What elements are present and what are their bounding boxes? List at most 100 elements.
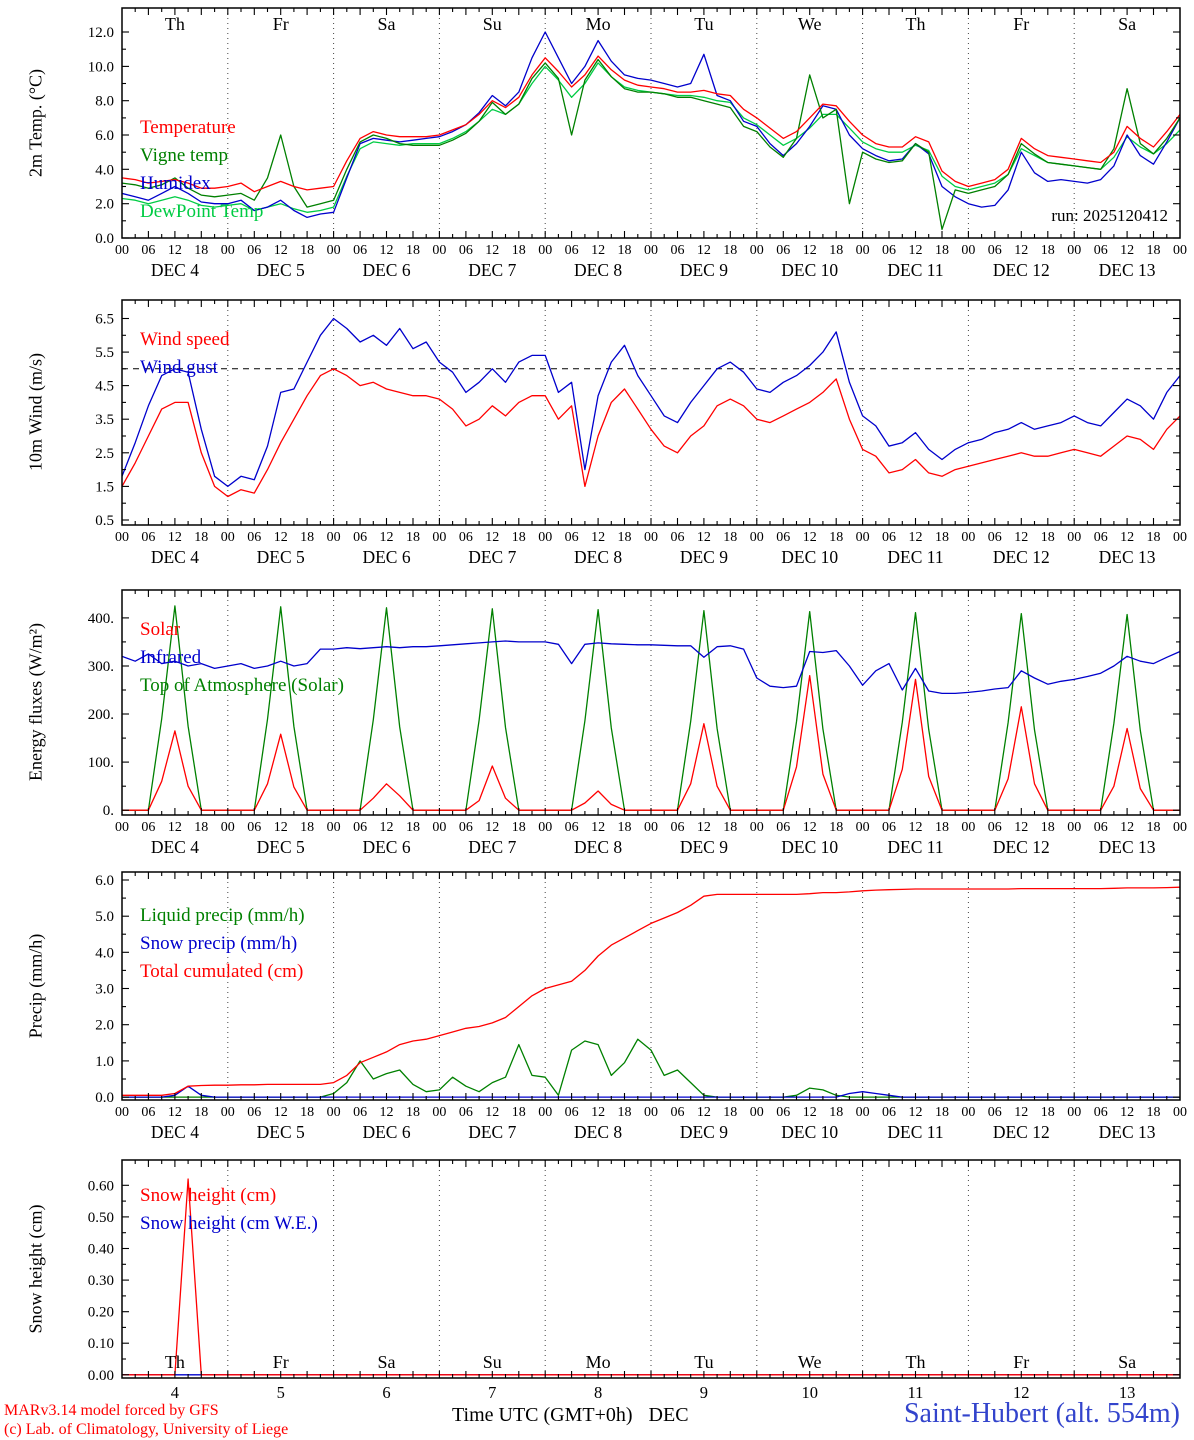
y-axis-title-precip: Precip (mm/h)	[25, 933, 46, 1039]
svg-text:00: 00	[432, 820, 446, 835]
legend-item-vigne-temp: Vigne temp	[140, 145, 229, 166]
svg-text:18: 18	[723, 1105, 737, 1120]
svg-text:18: 18	[406, 1105, 420, 1120]
svg-text:00: 00	[115, 820, 129, 835]
legend-item-snow-height: Snow height (cm)	[140, 1185, 277, 1206]
svg-text:DEC 6: DEC 6	[362, 260, 410, 280]
svg-text:DEC 5: DEC 5	[257, 837, 305, 857]
svg-text:00: 00	[1173, 530, 1187, 545]
legend-item-wind-speed: Wind speed	[140, 329, 230, 350]
svg-text:00: 00	[327, 243, 341, 258]
svg-text:00: 00	[1173, 1105, 1187, 1120]
svg-text:1.0: 1.0	[95, 1054, 114, 1070]
legend-precip: Liquid precip (mm/h) Snow precip (mm/h) …	[140, 902, 305, 986]
svg-text:2.5: 2.5	[95, 446, 114, 462]
svg-text:Mo: Mo	[586, 14, 611, 34]
svg-text:18: 18	[300, 530, 314, 545]
svg-text:Fr: Fr	[1013, 1352, 1029, 1372]
svg-text:200.: 200.	[88, 707, 114, 723]
svg-text:12: 12	[274, 243, 288, 258]
legend-snow: Snow height (cm) Snow height (cm W.E.)	[140, 1182, 318, 1238]
svg-text:3.0: 3.0	[95, 982, 114, 998]
svg-text:06: 06	[988, 1105, 1002, 1120]
svg-text:Fr: Fr	[1013, 14, 1029, 34]
svg-text:12: 12	[803, 243, 817, 258]
svg-text:00: 00	[961, 820, 975, 835]
svg-text:13: 13	[1119, 1383, 1136, 1402]
svg-text:12: 12	[1014, 243, 1028, 258]
svg-text:We: We	[798, 1352, 822, 1372]
svg-text:18: 18	[935, 530, 949, 545]
svg-text:DEC 10: DEC 10	[781, 260, 838, 280]
svg-text:18: 18	[1041, 820, 1055, 835]
svg-text:00: 00	[432, 530, 446, 545]
svg-text:06: 06	[565, 820, 579, 835]
svg-text:DEC 11: DEC 11	[887, 260, 943, 280]
svg-text:Tu: Tu	[694, 14, 713, 34]
svg-text:00: 00	[1067, 243, 1081, 258]
svg-text:12: 12	[168, 1105, 182, 1120]
svg-text:06: 06	[353, 820, 367, 835]
svg-text:00: 00	[221, 1105, 235, 1120]
svg-text:DEC 13: DEC 13	[1099, 1122, 1156, 1142]
svg-text:8.0: 8.0	[95, 94, 114, 110]
svg-text:00: 00	[115, 243, 129, 258]
svg-text:00: 00	[538, 243, 552, 258]
svg-text:18: 18	[618, 530, 632, 545]
svg-text:00: 00	[221, 530, 235, 545]
svg-text:12: 12	[697, 820, 711, 835]
svg-text:00: 00	[644, 820, 658, 835]
legend-item-infrared: Infrared	[140, 647, 202, 668]
legend-energy: Solar Infrared Top of Atmosphere (Solar)	[140, 616, 344, 700]
svg-text:Th: Th	[165, 1352, 185, 1372]
svg-text:00: 00	[644, 1105, 658, 1120]
svg-text:00: 00	[856, 1105, 870, 1120]
svg-text:00: 00	[961, 1105, 975, 1120]
svg-text:0.40: 0.40	[88, 1242, 114, 1258]
legend-item-solar: Solar	[140, 619, 181, 640]
svg-text:2.0: 2.0	[95, 1018, 114, 1034]
svg-text:DEC 8: DEC 8	[574, 1122, 622, 1142]
svg-text:06: 06	[988, 530, 1002, 545]
x-axis-title-text: Time UTC (GMT+0h)	[452, 1404, 633, 1426]
svg-text:06: 06	[141, 530, 155, 545]
svg-text:12: 12	[380, 820, 394, 835]
svg-text:00: 00	[1173, 820, 1187, 835]
svg-text:00: 00	[221, 820, 235, 835]
svg-text:12: 12	[1013, 1383, 1030, 1402]
svg-text:DEC 6: DEC 6	[362, 547, 410, 567]
svg-text:300.: 300.	[88, 659, 114, 675]
svg-text:00: 00	[1173, 243, 1187, 258]
svg-text:12: 12	[1014, 1105, 1028, 1120]
svg-text:DEC 8: DEC 8	[574, 547, 622, 567]
svg-text:5.5: 5.5	[95, 345, 114, 361]
svg-text:06: 06	[247, 243, 261, 258]
svg-text:12: 12	[697, 1105, 711, 1120]
station-title: Saint-Hubert (alt. 554m)	[903, 1398, 1180, 1429]
svg-text:6.0: 6.0	[95, 128, 114, 144]
svg-text:06: 06	[459, 820, 473, 835]
svg-text:00: 00	[750, 530, 764, 545]
svg-text:0.30: 0.30	[88, 1273, 114, 1289]
svg-text:DEC 7: DEC 7	[468, 837, 516, 857]
svg-text:Sa: Sa	[378, 14, 396, 34]
svg-text:06: 06	[459, 243, 473, 258]
svg-text:12: 12	[803, 530, 817, 545]
legend-item-liquid-precip: Liquid precip (mm/h)	[140, 905, 305, 926]
svg-text:18: 18	[829, 1105, 843, 1120]
svg-text:06: 06	[565, 1105, 579, 1120]
svg-text:06: 06	[141, 1105, 155, 1120]
svg-text:12: 12	[697, 243, 711, 258]
svg-text:18: 18	[723, 820, 737, 835]
svg-text:12: 12	[1014, 820, 1028, 835]
svg-text:12: 12	[909, 530, 923, 545]
svg-text:1.5: 1.5	[95, 479, 114, 495]
svg-text:DEC 7: DEC 7	[468, 547, 516, 567]
svg-text:06: 06	[882, 530, 896, 545]
svg-text:9: 9	[700, 1383, 708, 1402]
svg-text:12: 12	[274, 820, 288, 835]
svg-text:00: 00	[327, 820, 341, 835]
svg-text:18: 18	[512, 243, 526, 258]
svg-text:00: 00	[750, 820, 764, 835]
